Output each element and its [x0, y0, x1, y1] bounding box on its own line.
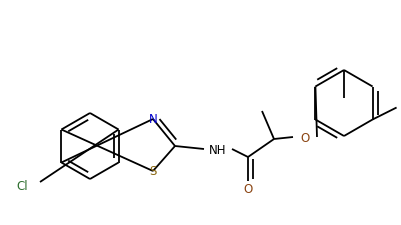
Text: Cl: Cl: [16, 180, 28, 193]
Text: O: O: [243, 183, 253, 196]
Text: S: S: [149, 165, 157, 178]
Text: NH: NH: [209, 143, 227, 156]
Text: N: N: [149, 113, 157, 126]
Text: O: O: [300, 131, 310, 144]
